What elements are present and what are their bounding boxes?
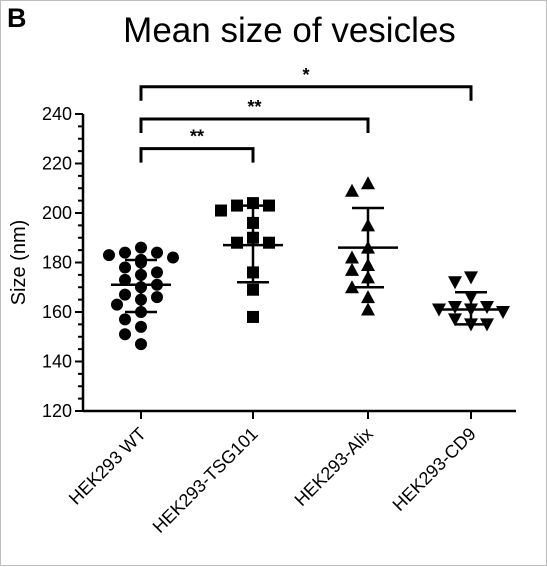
data-point-triangle-down bbox=[464, 271, 478, 285]
data-point-circle bbox=[151, 246, 163, 259]
significance-label: * bbox=[302, 65, 309, 85]
significance-bracket bbox=[139, 85, 473, 101]
y-tick-label: 240 bbox=[42, 104, 72, 124]
data-point-circle bbox=[119, 246, 131, 259]
data-point-triangle-up bbox=[361, 302, 375, 316]
data-point-circle bbox=[151, 291, 163, 304]
data-point-square bbox=[215, 204, 227, 217]
data-point-circle bbox=[119, 288, 131, 301]
data-point-square bbox=[247, 283, 259, 296]
significance-bracket bbox=[139, 117, 370, 133]
data-point-square bbox=[247, 310, 259, 323]
data-marks bbox=[103, 176, 510, 351]
data-point-square bbox=[263, 236, 275, 249]
significance-label: ** bbox=[190, 127, 204, 147]
y-tick-label: 200 bbox=[42, 203, 72, 223]
data-point-circle bbox=[103, 249, 115, 262]
data-point-circle bbox=[119, 261, 131, 274]
x-tick-label: HEK293-CD9 bbox=[389, 424, 480, 515]
data-point-triangle-down bbox=[432, 303, 446, 317]
panel-label: B bbox=[7, 3, 27, 33]
data-point-triangle-up bbox=[345, 262, 359, 276]
data-point-triangle-down bbox=[448, 276, 462, 290]
significance-brackets: ***** bbox=[139, 65, 473, 163]
data-point-circle bbox=[135, 241, 147, 254]
data-point-triangle-up bbox=[361, 176, 375, 190]
data-point-triangle-up bbox=[345, 183, 359, 197]
y-tick-label: 160 bbox=[42, 302, 72, 322]
y-tick-label: 140 bbox=[42, 352, 72, 372]
data-point-triangle-down bbox=[448, 313, 462, 327]
significance-label: ** bbox=[247, 97, 261, 117]
significance-bracket bbox=[139, 147, 255, 163]
data-point-circle bbox=[119, 328, 131, 341]
data-point-triangle-down bbox=[480, 301, 494, 315]
data-point-circle bbox=[119, 273, 131, 286]
data-point-circle bbox=[151, 266, 163, 279]
y-axis-label: Size (nm) bbox=[8, 220, 30, 306]
chart-title: Mean size of vesicles bbox=[123, 11, 456, 50]
y-tick-label: 180 bbox=[42, 253, 72, 273]
data-point-circle bbox=[135, 320, 147, 333]
data-point-circle bbox=[111, 298, 123, 311]
data-point-circle bbox=[167, 251, 179, 264]
data-point-triangle-down bbox=[496, 306, 510, 319]
data-point-circle bbox=[135, 338, 147, 351]
data-point-square bbox=[231, 236, 243, 249]
data-point-triangle-up bbox=[345, 250, 359, 264]
data-point-triangle-up bbox=[361, 290, 375, 304]
y-tick-label: 120 bbox=[42, 401, 72, 421]
x-tick-label: HEK293-TSG101 bbox=[149, 424, 262, 537]
x-tick-label: HEK293 WT bbox=[65, 424, 150, 509]
data-point-triangle-down bbox=[448, 301, 462, 315]
x-tick-label: HEK293-Alix bbox=[291, 424, 377, 510]
y-tick-label: 220 bbox=[42, 154, 72, 174]
data-point-circle bbox=[119, 313, 131, 326]
